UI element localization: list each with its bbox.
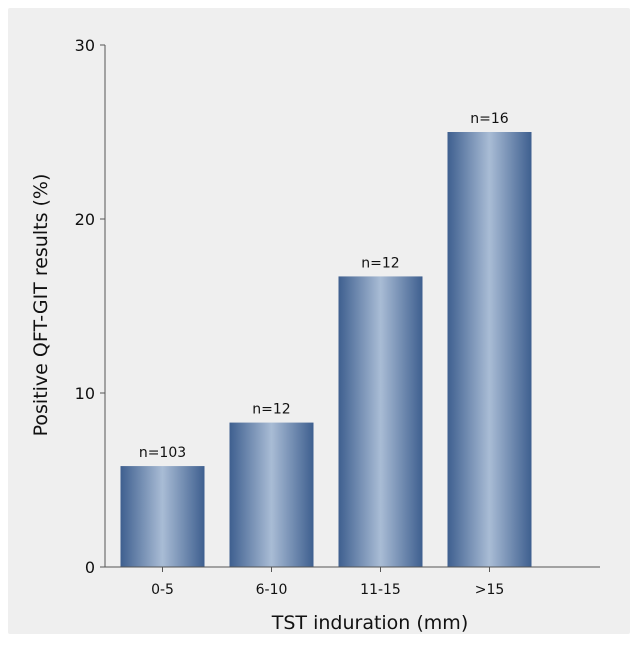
- y-axis-ticks: 0 10 20 30: [75, 36, 105, 577]
- y-axis-label: Positive QFT-GIT results (%): [30, 174, 52, 437]
- bar: [338, 276, 423, 567]
- bar: [120, 466, 205, 567]
- bar-data-label: n=16: [470, 111, 509, 127]
- y-tick-label: 10: [75, 384, 95, 403]
- x-tick-label: 6-10: [256, 582, 288, 598]
- y-tick-label: 0: [85, 558, 95, 577]
- x-axis-ticks: 0-5 6-10 11-15 >15: [151, 567, 504, 598]
- bar: [447, 132, 532, 567]
- x-axis-label: TST induration (mm): [271, 612, 468, 634]
- bar-data-label: n=12: [252, 402, 290, 418]
- x-tick-label: 11-15: [360, 582, 401, 598]
- y-tick-label: 20: [75, 210, 95, 229]
- bars: n=103 n=12 n=12 n=16: [120, 111, 532, 567]
- x-tick-label: 0-5: [151, 582, 174, 598]
- bar-data-label: n=12: [361, 255, 399, 271]
- y-tick-label: 30: [75, 36, 95, 55]
- x-tick-label: >15: [475, 582, 505, 598]
- plot-background: [8, 8, 630, 634]
- bar: [229, 422, 314, 567]
- bar-data-label: n=103: [139, 445, 186, 461]
